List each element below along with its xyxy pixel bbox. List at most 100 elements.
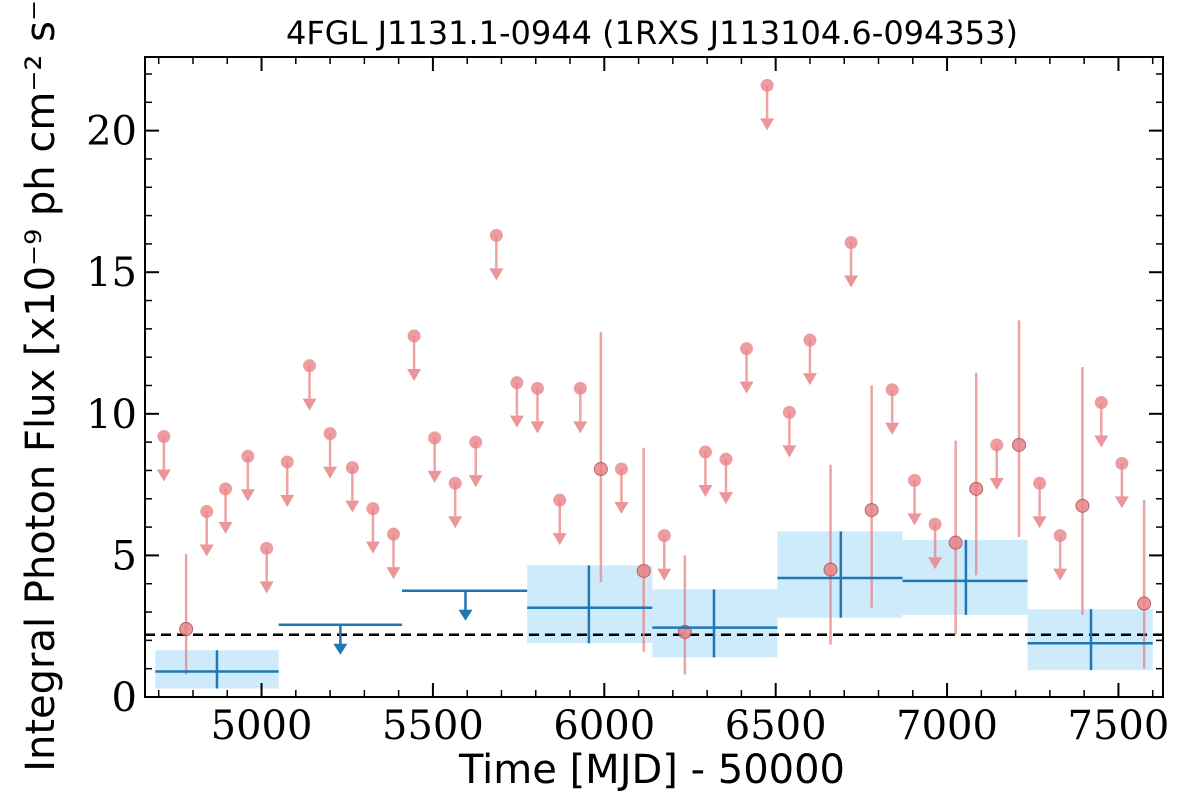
short-limit-arrow xyxy=(407,368,422,381)
short-limit-point xyxy=(219,482,233,496)
short-data-point xyxy=(1075,498,1090,513)
short-limit-arrow xyxy=(323,466,338,479)
short-limit-arrow xyxy=(365,541,380,554)
short-data-point xyxy=(593,462,608,477)
short-limit-point xyxy=(260,541,274,555)
short-limit-point xyxy=(280,455,294,469)
y-axis-label: Integral Photon Flux [x10⁻⁹ ph cm⁻² s⁻¹] xyxy=(18,0,64,772)
short-limit-point xyxy=(489,228,503,242)
short-limit-arrow xyxy=(552,533,567,546)
short-limit-point xyxy=(366,502,380,516)
short-limit-point xyxy=(323,427,337,441)
short-data-point xyxy=(864,503,879,518)
short-limit-arrow xyxy=(1094,435,1109,448)
x-tick-label: 5500 xyxy=(382,703,484,749)
short-limit-arrow xyxy=(1053,568,1068,581)
short-limit-arrow xyxy=(698,485,713,498)
short-limit-point xyxy=(844,235,858,249)
y-tick-label: 15 xyxy=(86,250,137,296)
short-limit-arrow xyxy=(782,445,797,458)
short-limit-arrow xyxy=(509,415,524,428)
short-limit-point xyxy=(740,342,754,356)
short-limit-arrow xyxy=(907,513,922,526)
short-limit-arrow xyxy=(530,421,545,434)
short-limit-arrow xyxy=(989,477,1004,490)
short-limit-arrow xyxy=(489,268,504,281)
axis-ticks: 5000 5500 6000 6500 7000 7500 0 5 10 15 20 xyxy=(86,57,1169,749)
short-limit-point xyxy=(1033,476,1047,490)
short-limit-point xyxy=(782,405,796,419)
short-limit-arrow xyxy=(573,421,588,434)
short-limit-point xyxy=(1094,395,1108,409)
short-data-point xyxy=(823,562,838,577)
short-limit-arrow xyxy=(928,557,943,570)
short-limit-arrow xyxy=(386,567,401,580)
chart-title: 4FGL J1131.1-0944 (1RXS J113104.6-094353… xyxy=(286,14,1018,52)
short-limit-arrow xyxy=(844,275,859,288)
plot-border xyxy=(144,56,1164,698)
short-limit-point xyxy=(428,431,442,445)
short-limit-arrow xyxy=(885,422,900,435)
short-data-point xyxy=(948,535,963,550)
short-limit-arrow xyxy=(1032,516,1047,529)
short-limit-arrow xyxy=(657,568,672,581)
short-data-point xyxy=(969,481,984,496)
short-limit-point xyxy=(387,527,401,541)
short-limit-arrow xyxy=(468,475,483,488)
plot-frame xyxy=(144,56,1164,698)
short-limit-arrow xyxy=(302,398,317,411)
short-limit-point xyxy=(803,333,817,347)
short-limit-point xyxy=(530,381,544,395)
short-limit-point xyxy=(614,462,628,476)
short-limit-point xyxy=(345,461,359,475)
short-data-point xyxy=(1012,437,1027,452)
short-limit-point xyxy=(469,435,483,449)
x-tick-label: 7500 xyxy=(1068,703,1170,749)
y-tick-label: 0 xyxy=(112,675,137,721)
short-limit-point xyxy=(990,438,1004,452)
short-limit-point xyxy=(573,381,587,395)
long-limit-arrow xyxy=(333,643,348,655)
x-tick-label: 6000 xyxy=(553,703,655,749)
short-limit-arrow xyxy=(427,470,442,483)
y-tick-label: 20 xyxy=(86,109,137,155)
bin-bands xyxy=(155,531,1153,689)
short-limit-point xyxy=(510,376,524,390)
long-bin-series xyxy=(155,531,1153,689)
short-limit-arrow xyxy=(218,521,233,534)
short-limit-arrow xyxy=(448,516,463,529)
short-limit-point xyxy=(448,476,462,490)
short-limit-point xyxy=(657,529,671,543)
short-limit-point xyxy=(885,383,899,397)
y-tick-label: 10 xyxy=(86,392,137,438)
x-tick-label: 7000 xyxy=(896,703,998,749)
short-limit-arrow xyxy=(1114,496,1129,509)
short-limit-point xyxy=(241,449,255,463)
x-tick-label: 5000 xyxy=(211,703,313,749)
short-limit-point xyxy=(553,493,567,507)
short-limit-arrow xyxy=(156,469,171,482)
short-limit-point xyxy=(719,452,733,466)
short-limit-point xyxy=(1053,529,1067,543)
short-limit-arrow xyxy=(345,500,360,513)
short-limit-arrow xyxy=(199,544,214,557)
short-limit-point xyxy=(407,329,421,343)
short-limit-point xyxy=(1115,456,1129,470)
short-data-point xyxy=(636,563,651,578)
short-bin-series xyxy=(156,78,1152,675)
short-limit-arrow xyxy=(280,494,295,507)
short-limit-point xyxy=(907,473,921,487)
short-limit-point xyxy=(760,78,774,92)
short-data-point xyxy=(179,622,194,637)
long-limit-arrow xyxy=(458,609,473,621)
short-limit-point xyxy=(698,445,712,459)
short-limit-arrow xyxy=(760,118,775,131)
short-limit-point xyxy=(157,429,171,443)
short-limit-arrow xyxy=(240,489,255,502)
short-limit-point xyxy=(200,505,214,519)
short-limit-point xyxy=(303,359,317,373)
y-tick-label: 5 xyxy=(112,533,137,579)
x-tick-label: 6500 xyxy=(725,703,827,749)
short-limit-arrow xyxy=(739,381,754,394)
short-limit-arrow xyxy=(259,581,274,594)
